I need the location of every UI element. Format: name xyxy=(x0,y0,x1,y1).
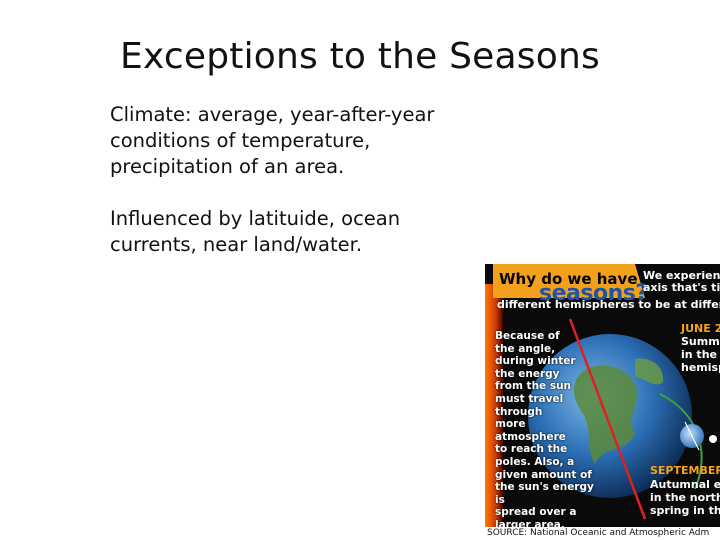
earth-axis xyxy=(568,318,647,520)
axis-line-1: We experience xyxy=(643,269,720,282)
paragraph-climate: Climate: average, year-after-year condit… xyxy=(110,103,435,178)
title-banner-text: Why do we have seasons? xyxy=(493,264,648,306)
paragraph-influences: Influenced by latituide, ocean currents,… xyxy=(110,207,401,256)
infographic-art xyxy=(485,264,717,527)
title-banner xyxy=(493,264,645,298)
slide-body: Climate: average, year-after-year condit… xyxy=(110,102,470,284)
because-caption: Because of the angle, during winter the … xyxy=(495,330,594,531)
source-credit: SOURCE: National Oceanic and Atmospheric… xyxy=(487,528,710,538)
september-heading: SEPTEMBER xyxy=(650,464,720,477)
slide-title: Exceptions to the Seasons xyxy=(120,36,600,77)
axis-line-2: axis that's tilte xyxy=(643,281,720,294)
sun-glow xyxy=(485,284,503,527)
september-caption: Autumnal equ in the northe spring in the xyxy=(650,478,720,517)
seasons-infographic: Why do we have seasons? We experience ax… xyxy=(485,264,720,540)
axis-line-3: different hemispheres to be at different… xyxy=(497,298,720,311)
june-caption: Summe in the n hemisp xyxy=(681,335,720,374)
june-heading: JUNE 21 xyxy=(681,322,720,335)
axis-caption: We experience axis that's tilte xyxy=(643,270,720,294)
source-bar: SOURCE: National Oceanic and Atmospheric… xyxy=(485,527,720,540)
title-seasons: seasons? xyxy=(539,281,648,306)
title-why: Why do we have xyxy=(499,270,638,288)
